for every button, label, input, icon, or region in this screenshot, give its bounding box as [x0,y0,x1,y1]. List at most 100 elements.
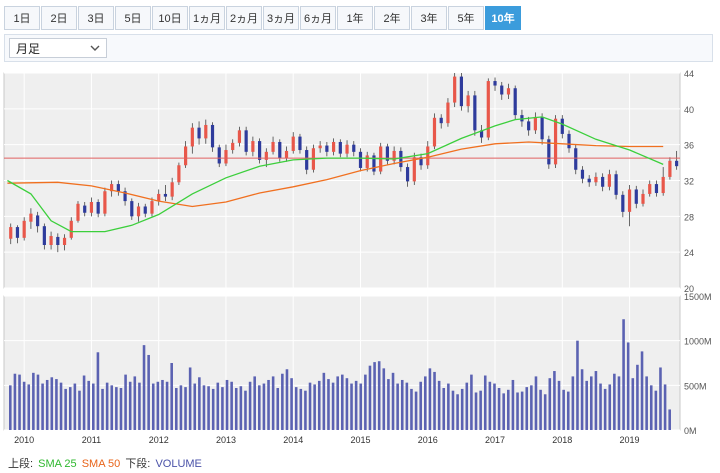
volume-bar [151,383,155,430]
candle-body [601,176,605,187]
tab-4[interactable]: 10日 [152,6,188,30]
volume-bar [244,390,247,430]
candle-body [231,142,235,151]
volume-bar [32,372,35,430]
candle-body [587,178,591,183]
volume-bar [119,388,123,430]
candle-body [486,81,490,138]
interval-select-value: 月足 [16,41,41,56]
volume-bar [170,363,173,430]
legend-lower-label: 下段: [125,458,151,470]
candle-body [560,118,564,134]
volume-bar [128,381,132,430]
tab-6[interactable]: 2ヵ月 [226,6,262,30]
volume-bar [659,367,662,430]
tab-2[interactable]: 3日 [78,6,114,30]
volume-bar [92,383,95,430]
tab-5[interactable]: 1ヵ月 [189,6,225,30]
volume-bar [115,387,118,430]
volume-bar [271,376,275,430]
x-tick-label: 2017 [485,435,505,445]
volume-bar [608,384,612,430]
volume-bar [68,387,72,430]
volume-bar [230,381,233,430]
candle-body [661,176,665,194]
candle-body [520,115,524,122]
volume-bar [465,382,469,430]
candle-body [83,205,87,213]
tab-13[interactable]: 10年 [485,6,521,30]
volume-bar [82,375,86,430]
volume-bar [553,371,556,430]
volume-bar [41,383,44,430]
volume-bar [636,364,639,430]
volume-bar [668,409,671,430]
period-tabs: 1日 2日 3日 5日 10日 1ヵ月 2ヵ月 3ヵ月 6ヵ月 1年 2年 3年 5年 10年 [4,6,522,30]
candle-body [527,121,531,131]
candle-body [29,213,33,222]
candle-body [49,236,53,245]
candle-body [264,151,268,160]
candle-body [197,127,201,139]
volume-bar [142,345,146,430]
volume-bar [400,379,404,430]
x-tick-label: 2014 [283,435,303,445]
tab-9[interactable]: 1年 [337,6,373,30]
candle-body [284,150,289,159]
candle-body [654,184,659,194]
tab-7[interactable]: 3ヵ月 [263,6,299,30]
legend-upper-label: 上段: [8,458,34,470]
candle-body [130,201,134,217]
price-tick-label: 36 [684,141,694,151]
candle-body [574,148,578,170]
volume-bar [202,385,206,430]
volume-bar [36,374,40,430]
tab-12[interactable]: 5年 [448,6,484,30]
x-tick-label: 2018 [552,435,572,445]
volume-bar [317,380,321,430]
volume-bar [13,373,17,430]
volume-tick-label: 0M [684,426,697,436]
volume-bar [497,388,501,430]
volume-bar [502,393,505,430]
candle-body [251,141,255,152]
candle-body [291,136,295,151]
tab-8[interactable]: 6ヵ月 [300,6,336,30]
candle-body [217,147,221,164]
volume-bar [516,392,519,430]
volume-bar [368,365,372,430]
tab-1[interactable]: 2日 [41,6,77,30]
volume-bar [613,373,616,430]
volume-bar [147,354,150,430]
volume-bar [640,351,644,430]
candle-body [157,193,161,202]
volume-bar [428,368,432,430]
volume-tick-label: 1000M [684,337,712,347]
volume-bar [525,387,529,430]
candle-body [419,157,423,166]
candle-body [36,215,40,227]
candle-body [432,117,437,147]
volume-bar [364,374,367,430]
candle-body [399,150,403,168]
volume-bar [649,385,653,430]
candle-body [163,193,168,197]
volume-bar [133,376,137,430]
interval-select[interactable]: 月足 [9,38,107,58]
tab-11[interactable]: 3年 [411,6,447,30]
volume-bar [299,388,303,430]
volume-bar [405,382,409,430]
volume-bar [419,381,422,430]
tab-3[interactable]: 5日 [115,6,151,30]
tab-0[interactable]: 1日 [4,6,40,30]
candle-body [123,191,127,202]
candle-body [540,116,544,140]
x-tick-label: 2010 [14,435,34,445]
tab-10[interactable]: 2年 [374,6,410,30]
candle-body [392,150,396,161]
candle-body [103,191,107,214]
candle-body [224,150,228,164]
volume-bar [304,390,307,430]
price-tick-label: 24 [684,248,694,258]
x-tick-label: 2012 [149,435,169,445]
